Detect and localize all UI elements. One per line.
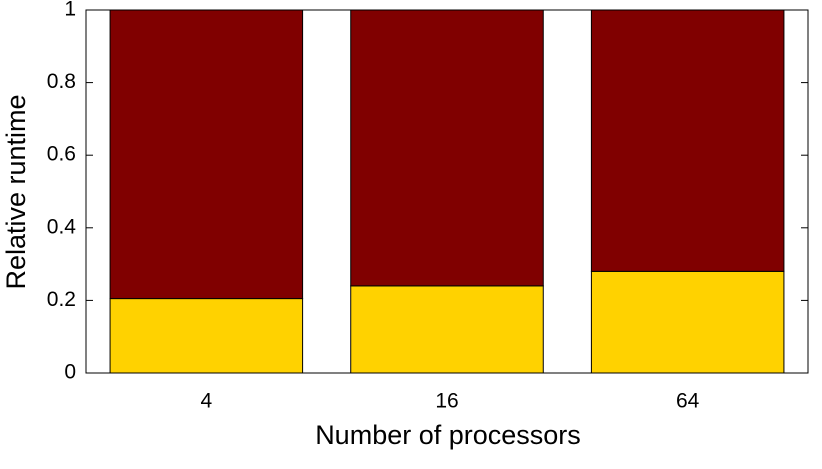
bar-segment [350, 285, 544, 374]
x-tick-label: 16 [435, 390, 458, 413]
x-axis-label: Number of processors [315, 420, 581, 450]
y-axis-label: Relative runtime [1, 94, 31, 289]
x-tick-label: 4 [200, 390, 212, 413]
x-tick-label: 64 [676, 390, 700, 413]
bar-segment [109, 9, 304, 300]
plot-frame [85, 9, 809, 374]
bar-segment [590, 9, 785, 272]
bar-segment [590, 270, 785, 374]
y-tick-label: 0.8 [47, 70, 76, 93]
y-tick-label: 0.2 [47, 288, 76, 311]
y-tick-label: 1 [64, 0, 76, 21]
bar-segment [350, 9, 544, 287]
bar-segment [109, 298, 304, 374]
y-tick-label: 0.6 [47, 143, 76, 166]
y-tick-label: 0.4 [47, 215, 77, 238]
y-tick-label: 0 [64, 361, 76, 384]
